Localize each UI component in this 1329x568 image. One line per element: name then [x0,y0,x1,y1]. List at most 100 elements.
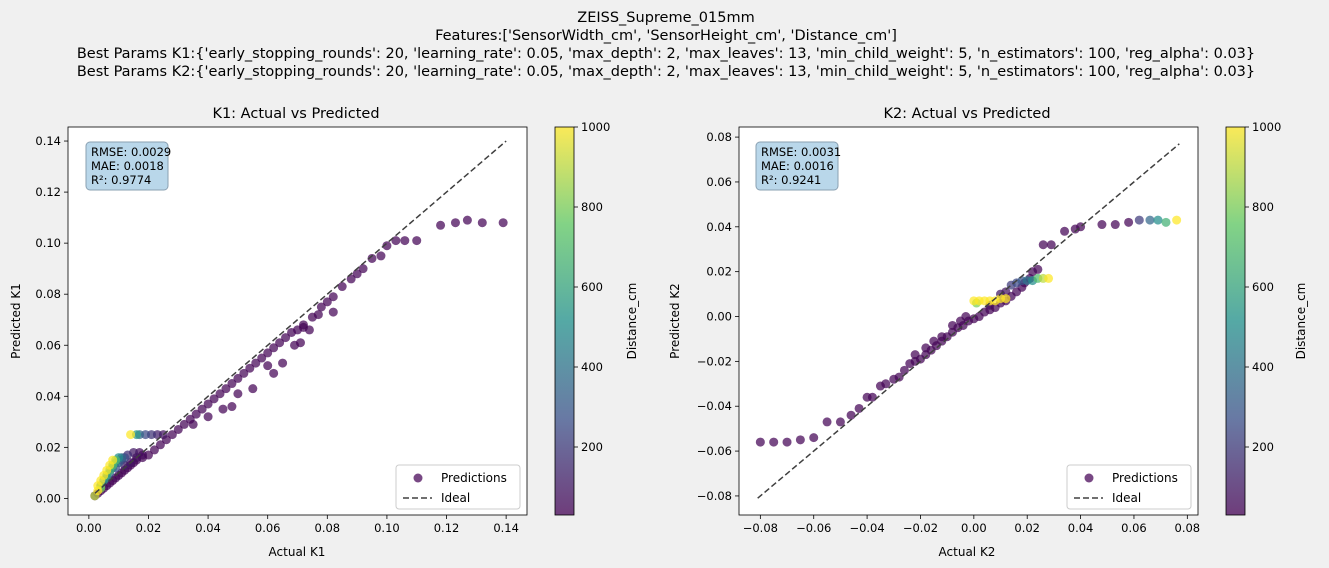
prediction-point [155,440,165,450]
prediction-point [867,392,877,402]
colorbar-tick-label: 400 [1252,360,1274,374]
y-tick-label: −0.02 [697,354,732,368]
k2-colorbar: 200 400 600 800 1000 Distance_cm [1225,120,1308,516]
x-tick-label: 0.02 [136,521,162,535]
prediction-point [937,332,947,342]
x-tick-label: 0.04 [1068,521,1094,535]
y-tick-label: 0.00 [35,491,61,505]
prediction-point [328,307,338,317]
k1-stats-background [85,141,169,191]
figure-title-line-2: Features:['SensorWidth_cm', 'SensorHeigh… [435,28,897,44]
prediction-point [179,419,189,429]
k1-legend-predictions-marker [413,473,423,483]
prediction-point [1001,294,1011,304]
k1-stats-box: RMSE: 0.0029 MAE: 0.0018 R²: 0.9774 [85,141,171,191]
y-tick-label: 0.06 [706,175,732,189]
prediction-point [263,348,273,358]
prediction-point [367,253,377,263]
k2-y-axis-label: Predicted K2 [668,283,682,359]
prediction-point [221,384,231,394]
prediction-point [1161,217,1171,227]
k1-rmse-text: RMSE: 0.0029 [91,145,171,159]
x-tick-label: −0.08 [743,521,778,535]
prediction-point [316,302,326,312]
k2-y-ticks: −0.08 −0.06 −0.04 −0.02 0.00 0.02 0.04 0.06 0.08 [697,130,739,503]
k1-ideal-line [94,140,507,494]
prediction-point [126,430,136,440]
k2-plot-title: K2: Actual vs Predicted [883,106,1050,122]
prediction-point [269,368,279,378]
prediction-point [233,389,243,399]
prediction-point [376,251,386,261]
prediction-point [809,433,819,443]
k2-plot-frame [738,126,1199,516]
prediction-point [498,218,508,228]
figure-title: ZEISS_Supreme_015mm Features:['SensorWid… [77,10,1255,80]
k2-legend-predictions-label: Predictions [1112,471,1178,485]
prediction-point [477,218,487,228]
k2-stats-box: RMSE: 0.0031 MAE: 0.0016 R²: 0.9241 [755,141,841,191]
prediction-point [358,264,368,274]
x-tick-label: 0.04 [195,521,221,535]
y-tick-label: 0.10 [35,236,61,250]
k2-ideal-line [757,143,1180,499]
k2-rmse-text: RMSE: 0.0031 [761,145,841,159]
colorbar-tick-label: 200 [1252,440,1274,454]
prediction-point [822,417,832,427]
k1-colorbar-frame [554,126,575,516]
prediction-point [188,419,198,429]
prediction-point [197,404,207,414]
k2-colorbar-label: Distance_cm [1294,283,1308,360]
k1-r2-text: R²: 0.9774 [91,173,151,187]
k1-plot-title: K1: Actual vs Predicted [212,106,379,122]
prediction-point [227,379,237,389]
y-tick-label: −0.04 [697,399,732,413]
prediction-point [1172,215,1182,225]
figure-title-line-4: Best Params K2:{'early_stopping_rounds':… [77,64,1255,80]
prediction-point [795,435,805,445]
prediction-point [298,322,308,332]
prediction-point [1134,215,1144,225]
k2-x-axis-label: Actual K2 [939,545,996,559]
prediction-point [450,218,460,228]
k2-r2-text: R²: 0.9241 [761,173,821,187]
prediction-point [295,338,305,348]
k2-legend-ideal-label: Ideal [1112,491,1141,505]
prediction-point [412,236,422,246]
k1-x-axis-label: Actual K1 [269,545,326,559]
y-tick-label: 0.04 [35,389,61,403]
colorbar-tick-label: 1000 [581,120,610,134]
y-tick-label: 0.08 [706,130,732,144]
k1-panel: K1: Actual vs Predicted 0.00 0.02 0.04 0.06… [9,106,639,559]
prediction-point [251,358,261,368]
prediction-point [233,373,243,383]
prediction-point [322,297,332,307]
x-tick-label: 0.12 [434,521,460,535]
prediction-point [755,437,765,447]
prediction-point [881,379,891,389]
prediction-point [1124,217,1134,227]
prediction-point [278,358,288,368]
x-tick-label: 0.06 [1121,521,1147,535]
prediction-point [769,437,779,447]
prediction-point [215,389,225,399]
x-tick-label: −0.06 [796,521,831,535]
prediction-point [1097,220,1107,230]
x-tick-label: −0.04 [849,521,884,535]
k2-legend: Predictions Ideal [1066,464,1192,510]
prediction-point [436,220,446,230]
prediction-point [929,336,939,346]
prediction-point [173,424,183,434]
prediction-point [846,410,856,420]
k1-plot-frame [67,126,528,516]
prediction-point [1044,273,1054,283]
x-tick-label: 0.02 [1014,521,1040,535]
prediction-point [921,343,931,353]
prediction-point [835,417,845,427]
prediction-point [1110,220,1120,230]
k1-legend: Predictions Ideal [395,464,521,510]
prediction-point [400,236,410,246]
prediction-point [248,384,258,394]
prediction-point [203,399,213,409]
y-tick-label: 0.08 [35,287,61,301]
